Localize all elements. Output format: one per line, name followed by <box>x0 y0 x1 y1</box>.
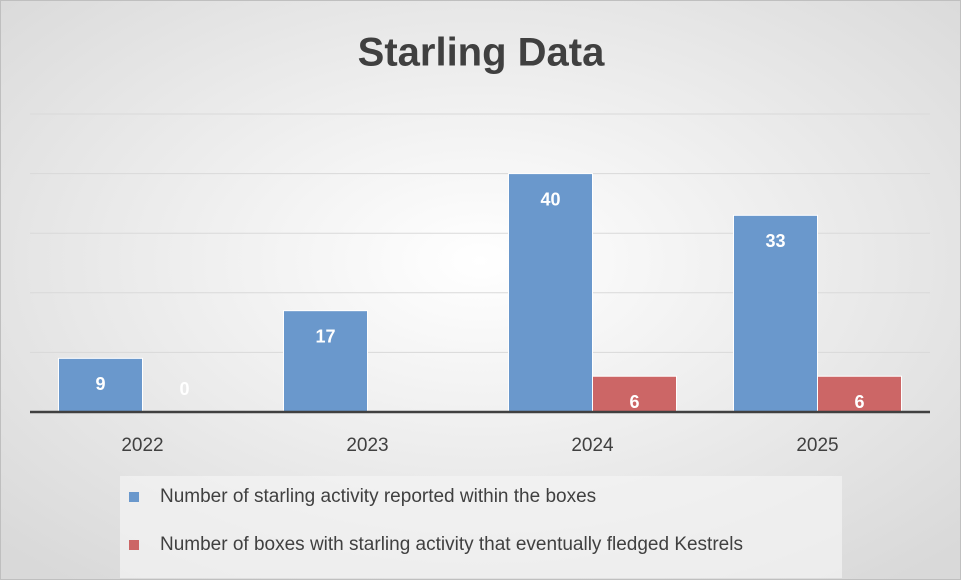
data-label: 6 <box>629 392 639 412</box>
legend-label: Number of starling activity reported wit… <box>160 486 596 507</box>
data-label: 0 <box>179 379 189 399</box>
data-label: 33 <box>765 231 785 251</box>
x-tick-label: 2025 <box>796 435 838 456</box>
legend-marker <box>129 540 139 550</box>
x-tick-label: 2022 <box>121 435 163 456</box>
x-tick-label: 2023 <box>346 435 388 456</box>
data-label: 17 <box>315 326 335 346</box>
legend-box <box>120 476 842 578</box>
legend-label: Number of boxes with starling activity t… <box>160 534 743 555</box>
bar <box>508 173 593 413</box>
data-label: 6 <box>854 392 864 412</box>
x-tick-label: 2024 <box>571 435 614 456</box>
data-label: 9 <box>95 374 105 394</box>
bar <box>817 375 902 413</box>
chart-title: Starling Data <box>358 31 605 75</box>
legend-marker <box>129 492 139 502</box>
data-label: 40 <box>540 189 560 209</box>
